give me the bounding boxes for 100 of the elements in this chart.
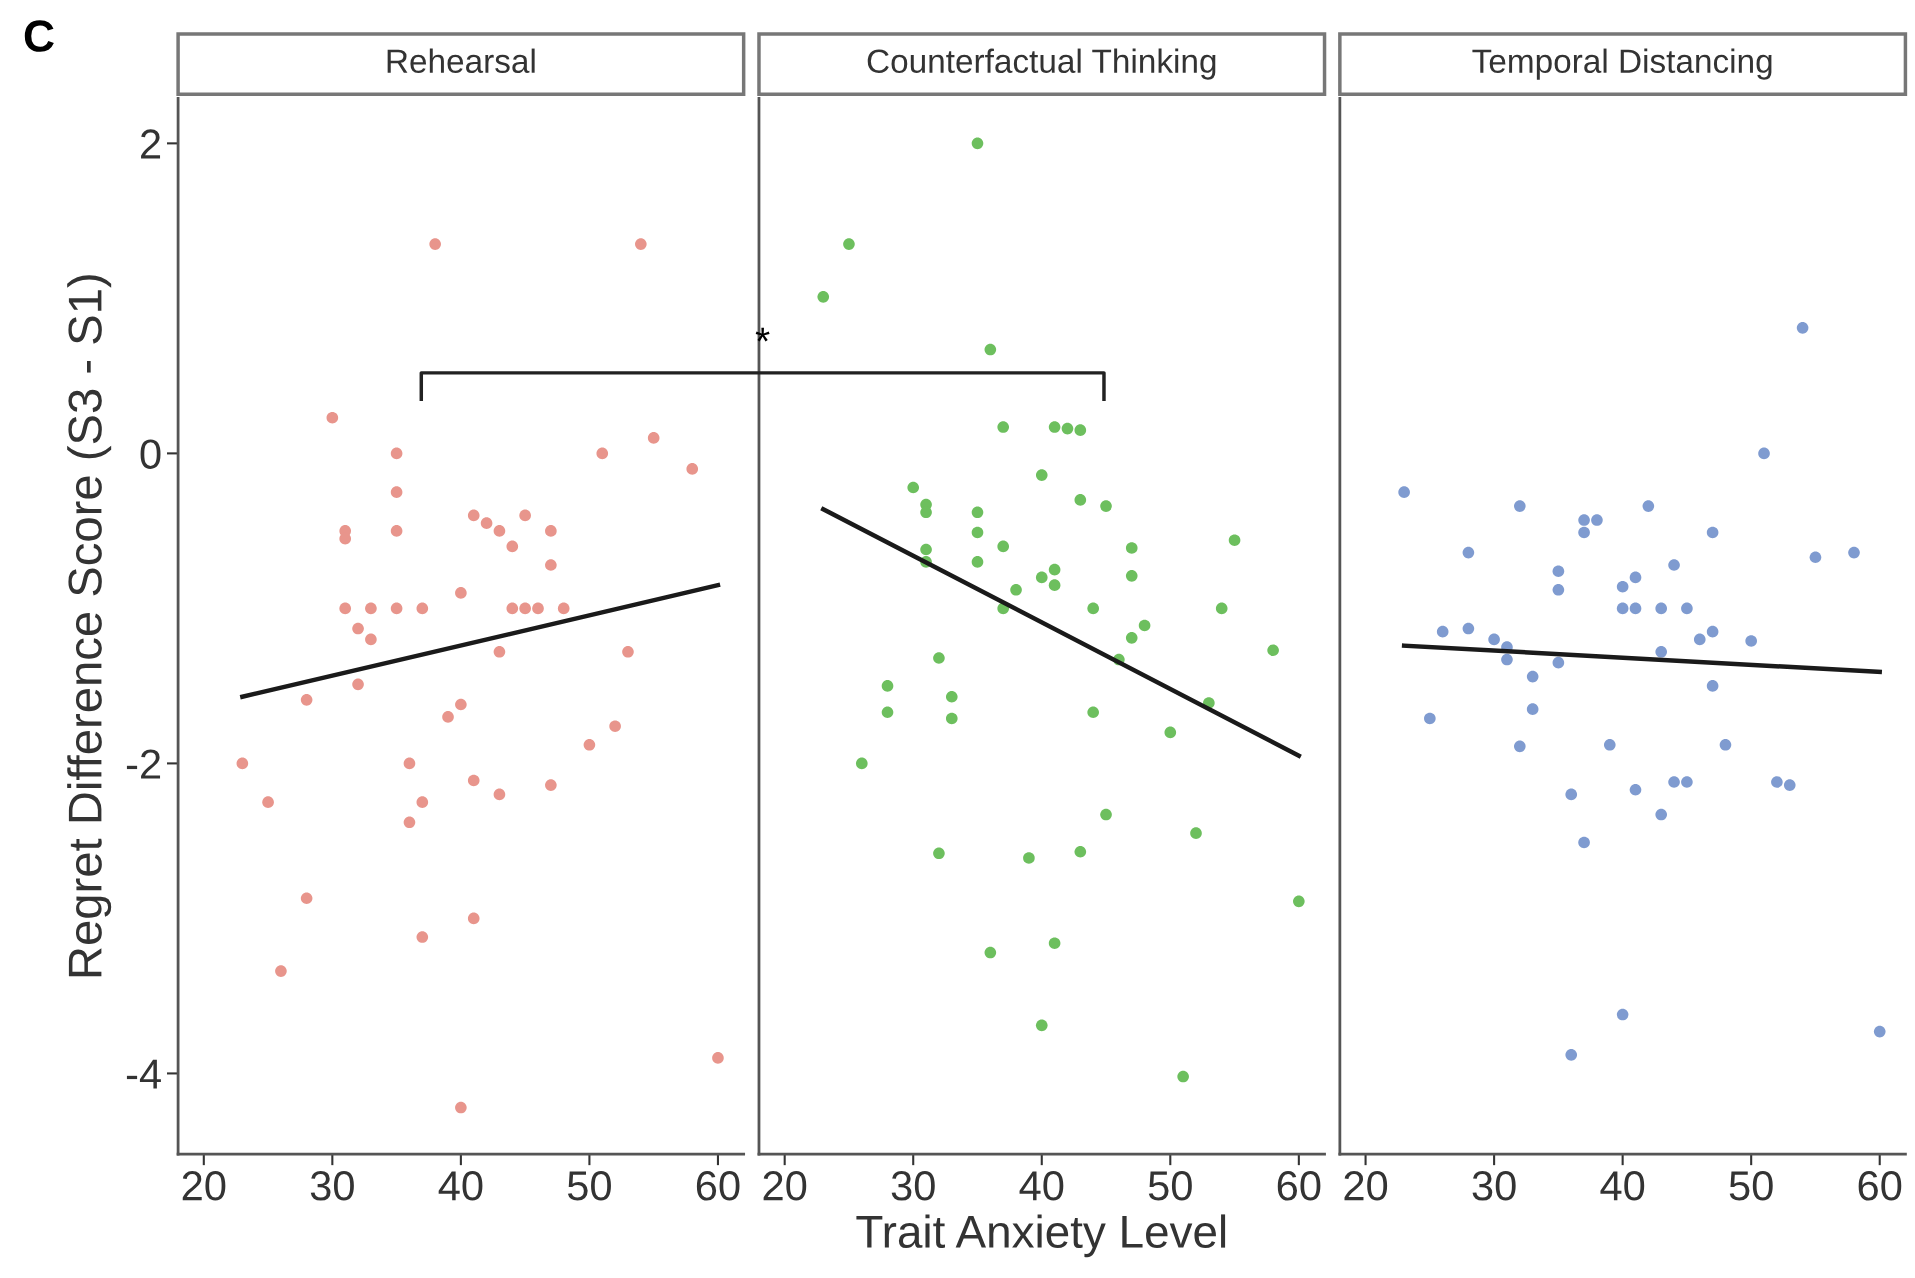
point	[1293, 895, 1305, 908]
chart-title: Temporal Distancing	[1472, 48, 1772, 80]
x-tick-label: 40	[1019, 1171, 1064, 1201]
point	[416, 796, 429, 808]
point	[1758, 447, 1770, 460]
y-tick-label: -4	[126, 1059, 161, 1089]
point	[1616, 580, 1629, 593]
point	[1177, 1070, 1189, 1083]
point	[1591, 514, 1603, 526]
point	[1706, 625, 1719, 638]
point	[1125, 632, 1138, 644]
point	[817, 291, 830, 303]
point	[971, 137, 984, 150]
point	[403, 816, 416, 829]
point	[1125, 542, 1138, 554]
point	[506, 602, 519, 615]
point	[1462, 546, 1475, 559]
point	[1745, 635, 1757, 647]
point	[1706, 680, 1719, 692]
point	[442, 711, 454, 723]
point	[1771, 776, 1783, 788]
point	[1074, 424, 1087, 436]
point	[1616, 602, 1629, 615]
point	[1048, 937, 1061, 950]
point	[1215, 602, 1228, 615]
point	[1125, 570, 1138, 582]
point	[1087, 706, 1099, 719]
point	[971, 526, 984, 539]
point	[1629, 571, 1642, 584]
point	[647, 432, 660, 444]
point	[390, 602, 403, 615]
point	[1642, 500, 1655, 512]
x-tick-label: 30	[891, 1171, 935, 1201]
point	[300, 892, 313, 905]
chart-title: Rehearsal	[387, 48, 535, 74]
point	[622, 645, 634, 658]
x-tick-label: 40	[1600, 1171, 1645, 1201]
point	[1035, 469, 1048, 481]
point	[1048, 563, 1061, 576]
point	[519, 602, 531, 615]
point	[1809, 551, 1822, 564]
point	[545, 525, 557, 537]
point	[1603, 738, 1616, 751]
point	[1436, 625, 1449, 638]
point	[545, 779, 557, 791]
point	[1267, 644, 1279, 657]
point	[493, 525, 506, 537]
point	[907, 481, 920, 494]
point	[635, 238, 647, 250]
point	[1074, 845, 1087, 858]
point	[1010, 583, 1022, 596]
point	[1048, 579, 1061, 591]
point	[1655, 602, 1668, 615]
point	[390, 486, 403, 498]
point	[997, 421, 1010, 433]
point	[365, 633, 377, 646]
point	[1578, 836, 1590, 849]
point	[1565, 788, 1578, 801]
point	[493, 788, 506, 801]
point	[609, 720, 621, 733]
x-tick-label: 30	[310, 1171, 354, 1201]
point	[416, 931, 429, 943]
point	[545, 559, 557, 571]
point	[1655, 645, 1668, 658]
text: C	[24, 20, 54, 52]
x-tick-label: 50	[567, 1171, 611, 1201]
point	[1061, 422, 1074, 435]
point	[1706, 526, 1719, 539]
point	[933, 847, 945, 860]
point	[1228, 534, 1241, 546]
point	[997, 540, 1010, 553]
point	[455, 698, 467, 711]
point	[1552, 656, 1565, 669]
point	[1565, 1049, 1578, 1061]
point	[920, 543, 932, 556]
point	[1087, 602, 1099, 615]
x-tick-label: 60	[1277, 1171, 1321, 1201]
point	[467, 774, 480, 787]
point	[945, 712, 958, 725]
point	[1526, 670, 1539, 683]
point	[1035, 571, 1048, 584]
point	[1552, 565, 1565, 577]
point	[583, 738, 596, 751]
point	[1023, 852, 1035, 864]
y-tick-label: 2	[141, 129, 161, 159]
point	[984, 343, 997, 356]
point	[1100, 808, 1112, 821]
point	[596, 447, 609, 460]
point	[390, 525, 403, 537]
point	[1719, 738, 1732, 751]
y-tick-label: 0	[140, 439, 161, 469]
point	[1035, 1019, 1048, 1032]
point	[1398, 486, 1410, 498]
point	[1783, 779, 1796, 791]
x-tick-label: 50	[1729, 1171, 1773, 1201]
point	[1514, 500, 1526, 512]
point	[352, 678, 364, 691]
point	[1526, 703, 1539, 715]
point	[455, 587, 467, 599]
point	[403, 757, 416, 770]
